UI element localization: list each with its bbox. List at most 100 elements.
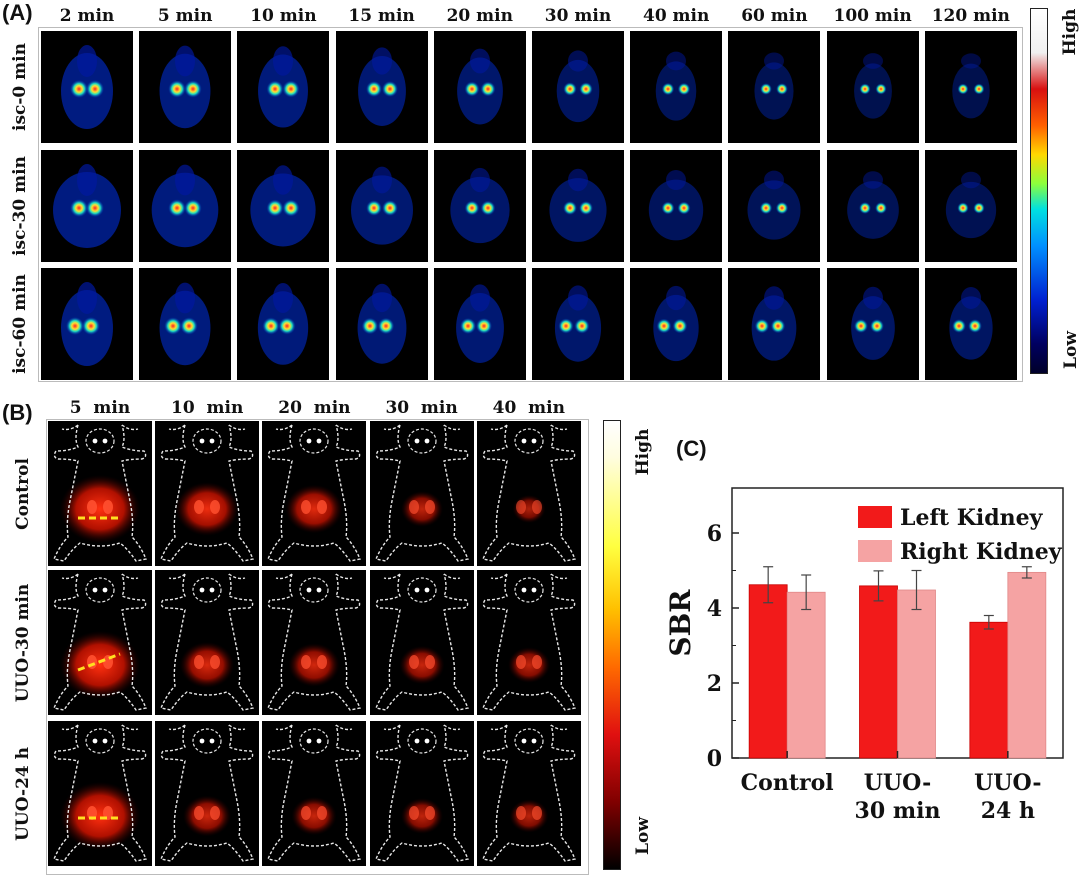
panel-a-scan-image [139,268,232,380]
panel-b-fluorescence-image [262,570,367,715]
panel-b-fluorescence-image [369,721,474,866]
panel-a-scan-svg [945,171,996,239]
panel-b-image-svg [481,573,576,711]
panel-b-image-svg [481,724,576,862]
panel-a-scan-svg [653,285,699,362]
panel-b-fluorescence-image [155,421,260,566]
panel-a-column-label: 10 min [250,6,317,26]
panel-b-column-label: 10 min [171,398,244,418]
panel-a-scan-image [532,268,624,380]
panel-b-fluorescence-image [48,570,152,715]
panel-a-column-label: 60 min [741,6,808,26]
panel-a-scan-svg [747,170,801,240]
panel-a-scan-svg [61,282,113,366]
panel-a-scan-image [335,268,428,380]
panel-a-scan-svg [250,165,317,247]
panel-a-scan-image [532,31,624,143]
panel-a-scan-image [139,150,232,262]
panel-a-row-label: isc-0 min [10,43,30,131]
panel-a-scan-image [630,268,723,380]
panel-b-image-svg [53,573,147,711]
panel-a-scan-image [924,31,1017,143]
panel-a-colorbar [1030,8,1048,374]
panel-b-image-svg [160,724,255,862]
panel-a-scan-svg [357,283,407,364]
y-tick-label: 2 [707,671,722,697]
panel-b-image-svg [53,724,147,862]
legend-swatch [858,506,892,528]
panel-b-fluorescence-image [155,570,260,715]
panel-a-scan-image [924,268,1017,380]
panel-b-fluorescence-image [476,421,581,566]
panel-a-scan-svg [952,53,990,119]
panel-b-image-svg [160,424,255,562]
panel-b-column-label: 5 min [69,398,131,418]
panel-a-scan-svg [554,285,602,362]
panel-b-fluorescence-image [262,421,367,566]
y-tick-label: 4 [707,596,722,622]
bar-right-kidney [897,589,936,759]
region-of-interest-line [77,652,121,672]
panel-a-scan-image [41,31,133,143]
panel-a-scan-image [630,150,723,262]
panel-a-scan-image [41,268,133,380]
panel-b-fluorescence-image [155,721,260,866]
legend-label: Left Kidney [900,505,1044,531]
panel-b-colorbar-low-label: Low [633,817,653,855]
panel-b-column-label: 30 min [385,398,458,418]
panel-c-label: (C) [676,436,707,461]
panel-a-row-label: isc-30 min [10,156,30,256]
panel-b-fluorescence-image [262,721,367,866]
x-tick-label: 30 min [855,798,941,824]
panel-a-scan-image [433,150,526,262]
panel-b-image-svg [267,724,362,862]
bar-left-kidney [748,584,788,759]
panel-b-image-svg [53,424,147,562]
y-tick-label: 0 [707,746,722,772]
panel-a-scan-svg [846,171,899,239]
panel-b-image-svg [374,424,469,562]
panel-b-fluorescence-image [48,721,152,866]
panel-b-column-label: 20 min [278,398,351,418]
panel-a-colorbar-low-label: Low [1061,331,1080,369]
panel-b-row-label: UUO-24 h [13,746,33,841]
panel-b-row-label: Control [13,457,33,530]
panel-a-scan-image [237,268,330,380]
panel-a-scan-svg [853,53,892,119]
panel-b-image-svg [160,573,255,711]
panel-a-scan-image [532,150,624,262]
panel-b-image-svg [267,573,362,711]
bar-left-kidney [969,621,1009,759]
panel-a-scan-image [728,31,821,143]
panel-b-image-svg [374,573,469,711]
panel-a-scan-image [924,150,1017,262]
x-tick-label: UUO- [864,770,931,796]
panel-a-scan-image [433,31,526,143]
panel-a-column-label: 2 min [59,6,115,26]
panel-a-scan-image [41,150,133,262]
panel-a-scan-image [826,268,919,380]
panel-b-image-svg [481,424,576,562]
y-axis-label: SBR [665,589,697,657]
panel-b-fluorescence-image [48,421,152,566]
panel-a-scan-svg [357,47,406,126]
panel-b-image-svg [374,724,469,862]
panel-a-colorbar-high-label: High [1060,8,1080,56]
panel-b-fluorescence-image [369,570,474,715]
panel-a-scan-svg [350,166,413,245]
x-tick-label: Control [741,770,834,796]
y-tick-label: 6 [707,521,722,547]
panel-a-scan-image [335,150,428,262]
panel-a-scan-svg [53,164,121,248]
panel-a-column-label: 100 min [833,6,912,26]
panel-a-column-label: 40 min [642,6,710,26]
legend-label: Right Kidney [900,539,1063,565]
panel-a-scan-image [826,150,919,262]
panel-a-column-label: 20 min [446,6,513,26]
panel-a-scan-svg [455,284,504,363]
panel-a-scan-svg [456,48,503,125]
bar-right-kidney [1007,571,1047,759]
panel-a-scan-image [237,150,330,262]
panel-b-label: (B) [2,400,33,425]
